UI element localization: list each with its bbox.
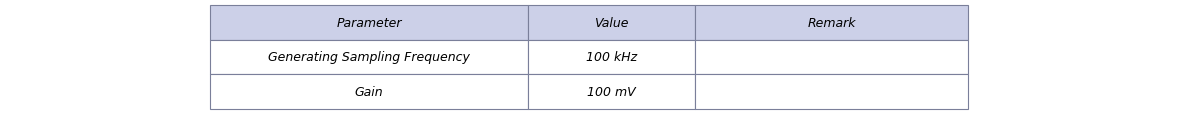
Bar bbox=[528, 6, 695, 40]
Bar bbox=[209, 40, 528, 75]
Text: Parameter: Parameter bbox=[337, 17, 402, 30]
Bar bbox=[209, 6, 528, 40]
Text: Remark: Remark bbox=[807, 17, 856, 30]
Text: Gain: Gain bbox=[355, 85, 383, 98]
Bar bbox=[695, 40, 967, 75]
Text: Generating Sampling Frequency: Generating Sampling Frequency bbox=[268, 51, 470, 64]
Bar bbox=[695, 75, 967, 109]
Text: 100 mV: 100 mV bbox=[588, 85, 635, 98]
Bar bbox=[528, 40, 695, 75]
Bar bbox=[528, 75, 695, 109]
Bar bbox=[209, 75, 528, 109]
Bar bbox=[695, 6, 967, 40]
Text: 100 kHz: 100 kHz bbox=[587, 51, 638, 64]
Text: Value: Value bbox=[595, 17, 630, 30]
